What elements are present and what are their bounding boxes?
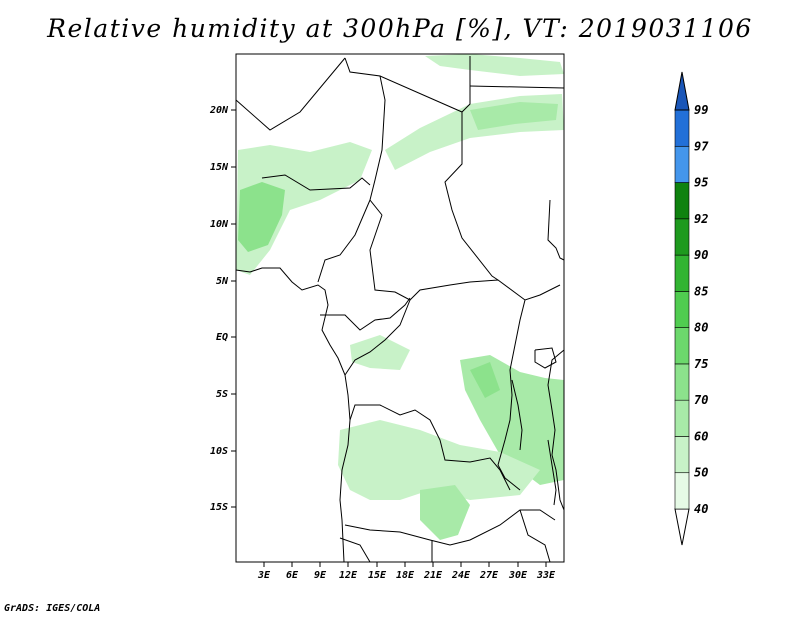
colorbar-segment [674,218,690,256]
border-north-5 [469,85,565,89]
humidity-area-south-band [338,420,540,500]
border-central-1 [320,297,411,331]
border-sahel-1 [261,174,371,191]
border-sahel-3 [369,214,561,301]
colorbar-level-label: 50 [694,466,708,480]
colorbar-segment [674,254,690,292]
humidity-area-north-band-core [470,102,558,130]
colorbar-level-label: 80 [694,321,708,335]
border-north-2 [344,57,386,216]
lon-tick-label: 27E [479,570,499,581]
colorbar-level-label: 75 [694,357,708,371]
border-north-3 [379,75,499,281]
humidity-area-central [350,335,410,370]
lon-tick-label: 12E [339,570,358,581]
border-south-3 [339,537,371,563]
border-north-1 [235,57,346,131]
lon-tick-label: 3E [257,570,271,581]
lat-tick-label: 20N [209,105,229,116]
humidity-area-south-zambia [420,485,470,540]
coastline-west [235,267,351,563]
colorbar-segment [674,363,690,401]
colorbar-level-label: 70 [694,393,708,407]
lon-tick-label: 33E [536,570,556,581]
lake-malawi [547,439,557,506]
colorbar-level-label: 60 [694,429,708,443]
humidity-shading [236,54,564,540]
lon-tick-label: 18E [396,570,415,581]
lake-victoria [534,347,557,369]
colorbar: 40 50 60 70 75 80 85 90 92 95 97 99 [674,71,709,546]
longitude-axis: 3E 6E 9E 12E 15E 18E 21E 24E 27E 30E 33E [257,562,556,581]
coastline-east [547,349,565,511]
border-central-2 [344,299,411,376]
country-borders [235,56,565,563]
colorbar-segment [674,291,690,328]
humidity-area-west-coast-core [238,182,285,252]
colorbar-segment [674,472,690,510]
lon-tick-label: 6E [286,570,299,581]
colorbar-segment [674,399,690,437]
colorbar-segment [674,109,690,147]
latitude-axis: 20N 15N 10N 5N EQ 5S 10S 15S [209,105,236,513]
lat-tick-label: 5S [216,389,228,400]
colorbar-segment [674,182,690,220]
colorbar-level-label: 97 [694,139,709,153]
humidity-area-west-sahel [236,142,372,275]
lon-tick-label: 21E [423,570,443,581]
grads-credit: GrADS: IGES/COLA [4,603,101,614]
map-title: Relative humidity at 300hPa [%], VT: 201… [47,14,753,43]
humidity-area-east-lakes-core [470,362,500,398]
lat-tick-label: 15S [210,502,228,513]
lat-tick-label: 10N [210,219,229,230]
colorbar-bottom-arrow [674,508,690,546]
border-angola-1 [349,404,511,491]
map-frame [235,53,565,563]
colorbar-level-label: 85 [694,284,708,298]
lat-tick-label: 10S [210,446,228,457]
lon-tick-label: 15E [368,570,387,581]
border-east-1 [547,199,565,261]
colorbar-level-label: 90 [694,248,708,262]
colorbar-level-label: 95 [694,176,708,190]
lon-tick-label: 30E [508,570,528,581]
lake-tanganyika [511,379,523,451]
lat-tick-label: 5N [216,276,229,287]
border-south-2 [519,509,551,563]
border-sahel-2 [317,199,371,283]
colorbar-top-arrow [674,71,690,111]
colorbar-segment [674,436,690,474]
lat-tick-label: 15N [210,162,229,173]
lat-tick-label: EQ [216,332,228,343]
colorbar-segment [674,145,690,183]
colorbar-level-label: 99 [694,103,708,117]
border-angola-2 [344,509,556,546]
border-north-4 [461,56,471,113]
lon-tick-label: 9E [314,570,327,581]
humidity-area-north-top [425,54,564,76]
border-east-2 [497,299,526,491]
colorbar-level-label: 40 [694,502,708,516]
lon-tick-label: 24E [451,570,471,581]
colorbar-level-label: 92 [694,212,708,226]
colorbar-segment [674,327,690,365]
